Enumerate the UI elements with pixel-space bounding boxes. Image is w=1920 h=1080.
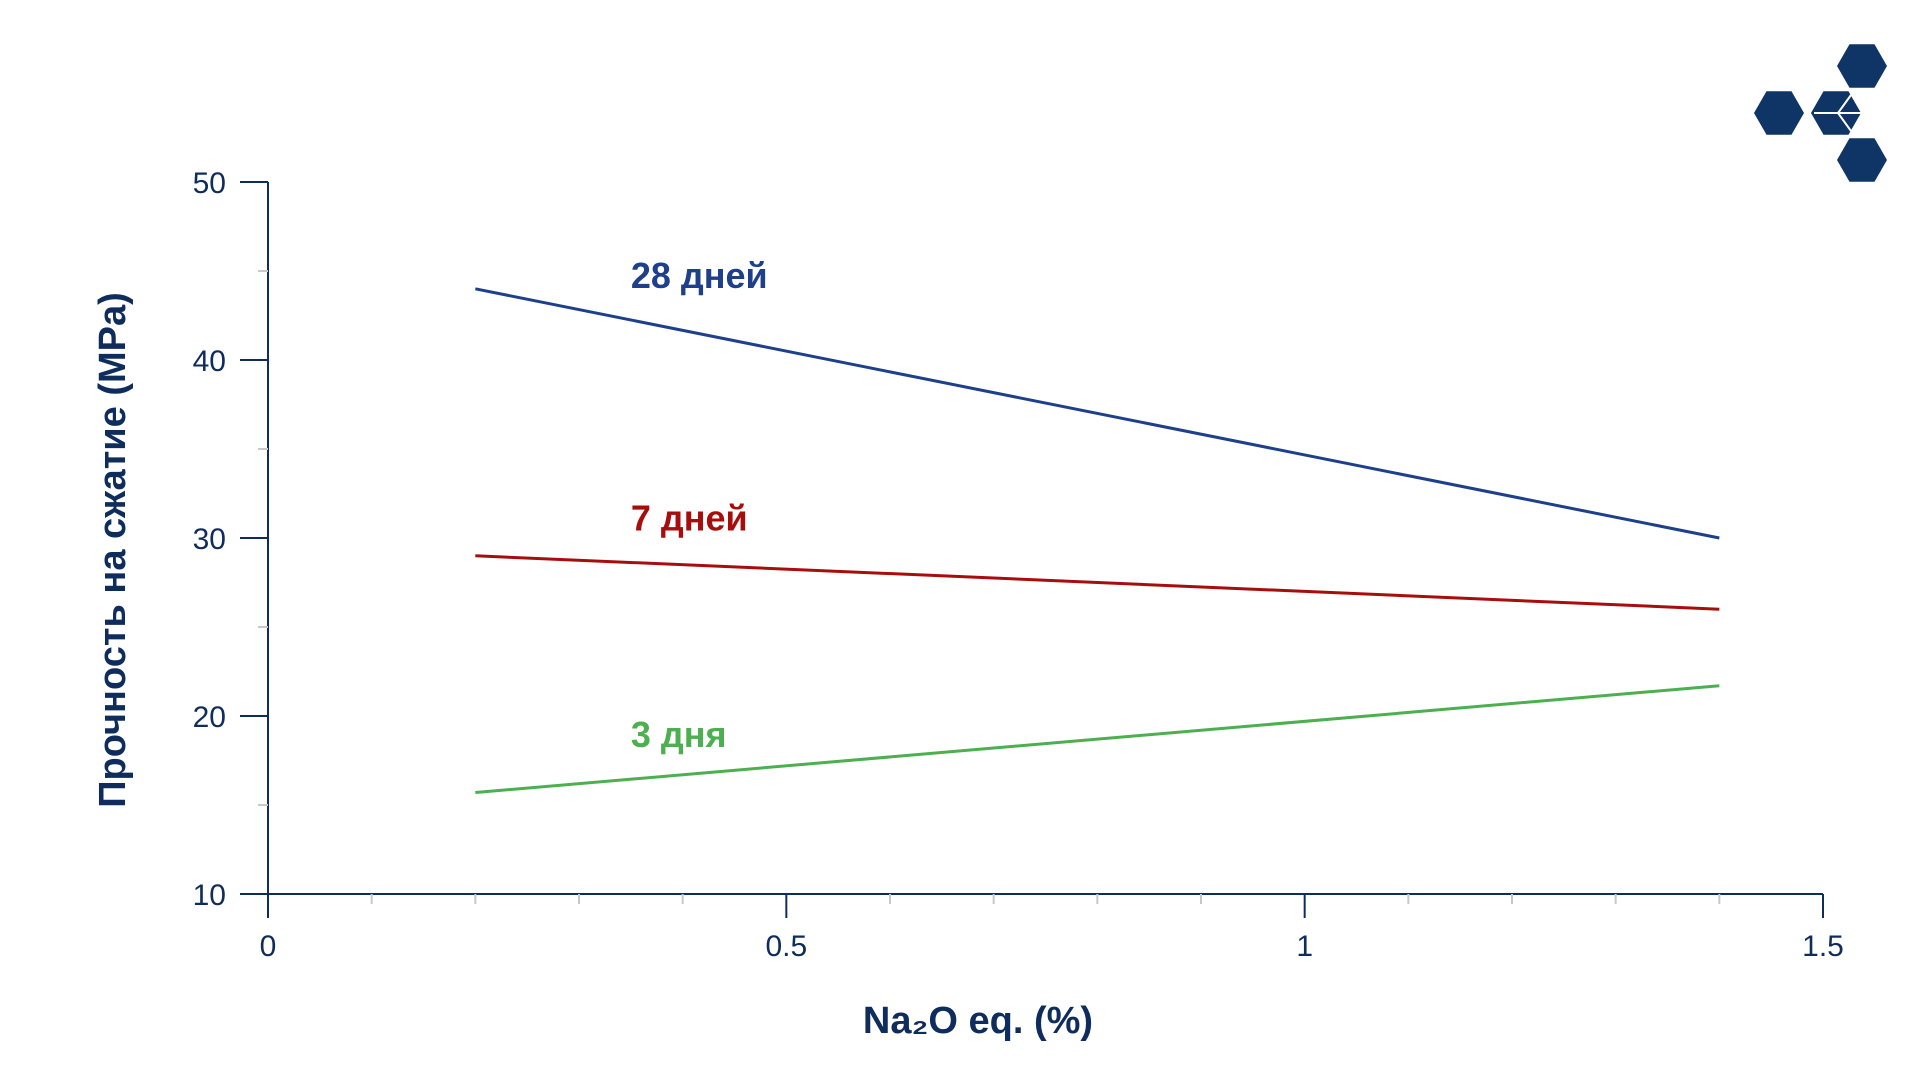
series-line-1: [475, 554, 1720, 611]
x-tick-label: 1: [1296, 930, 1313, 963]
logo-hexagon: [1754, 91, 1804, 135]
series-labels: 28 дней 7 дней 3 дня: [631, 255, 768, 755]
logo-hexagon: [1837, 44, 1887, 88]
logo-divider: [1837, 112, 1852, 132]
series-label-0: 28 дней: [631, 255, 768, 296]
x-tick-label: 0: [260, 930, 277, 963]
axes: 10 20 30 40 50 0 0.5 1 1.5: [193, 167, 1844, 963]
series-lines: [475, 287, 1720, 795]
series-line-2: [475, 684, 1720, 795]
x-tick-label: 1.5: [1802, 930, 1844, 963]
x-tick-label: 0.5: [765, 930, 807, 963]
y-tick-label: 10: [193, 879, 226, 912]
series-line-0: [475, 287, 1720, 540]
series-label-1: 7 дней: [631, 497, 748, 538]
y-axis-title: Прочность на сжатие (MPa): [92, 292, 134, 808]
series-label-2: 3 дня: [631, 714, 727, 755]
x-axis-title: Na₂O eq. (%): [863, 1000, 1093, 1042]
y-tick-label: 40: [193, 345, 226, 378]
y-tick-label: 20: [193, 701, 226, 734]
y-tick-label: 30: [193, 523, 226, 556]
y-tick-label: 50: [193, 167, 226, 200]
hexagon-cluster-logo: [1754, 44, 1887, 182]
logo-hexagon: [1837, 138, 1887, 182]
